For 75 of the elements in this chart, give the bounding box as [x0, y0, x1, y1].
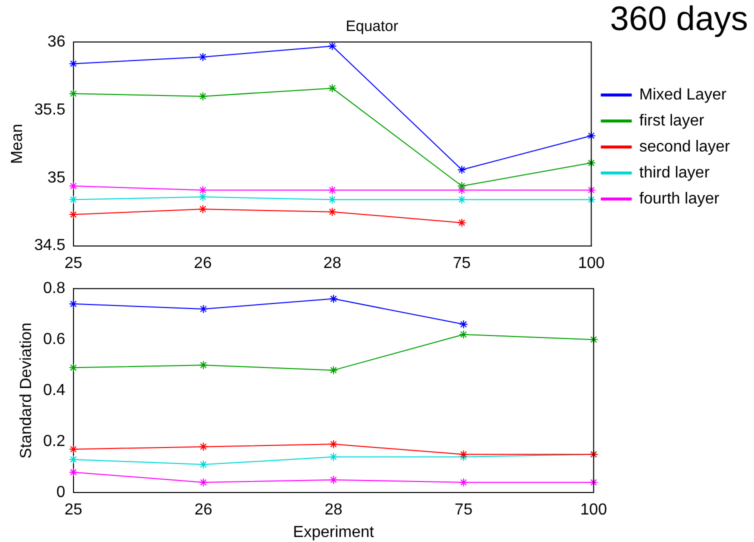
point	[328, 294, 338, 304]
x-tick-label: 100	[578, 254, 605, 272]
point	[68, 444, 78, 454]
point	[459, 330, 468, 339]
point	[459, 452, 468, 462]
text: 360 days	[610, 0, 748, 39]
y-tick-label: 0	[56, 484, 66, 502]
point	[68, 454, 78, 464]
x-tick-label: 28	[323, 254, 342, 272]
x-tick-label: 26	[194, 502, 212, 519]
point	[457, 182, 466, 191]
point	[198, 204, 208, 214]
point	[68, 195, 78, 204]
x-tick-label: 28	[324, 502, 342, 519]
point	[586, 195, 596, 204]
point	[198, 304, 208, 314]
y-tick-label: 35.5	[34, 101, 66, 118]
point	[68, 468, 78, 477]
point	[198, 460, 208, 470]
legend-label: fourth layer	[639, 190, 720, 208]
y-tick-label: 0.6	[43, 331, 66, 348]
legend-label: second layer	[639, 138, 731, 156]
point	[328, 440, 338, 449]
point	[328, 42, 337, 51]
x-tick-label: 75	[452, 254, 471, 272]
point	[328, 452, 338, 462]
x-tick-label: 26	[194, 254, 212, 272]
legend-label: first layer	[639, 112, 705, 130]
legend-label: Mixed Layer	[639, 86, 728, 104]
y-axis-title: Mean	[9, 124, 26, 164]
point	[68, 210, 78, 220]
point	[589, 478, 598, 487]
point	[198, 186, 208, 195]
point	[68, 59, 78, 68]
x-tick-label: 100	[580, 502, 608, 519]
point	[328, 366, 338, 375]
x-tick-label: 25	[64, 254, 82, 272]
legend-label: third layer	[639, 164, 710, 182]
y-tick-label: 0.2	[43, 433, 66, 450]
point	[198, 92, 208, 101]
point	[586, 131, 596, 140]
x-tick-label: 75	[454, 502, 473, 519]
y-tick-label: 0.4	[43, 382, 66, 400]
point	[459, 320, 468, 329]
point	[457, 195, 466, 204]
point	[68, 182, 78, 191]
point	[198, 360, 208, 370]
y-tick-label: 34.5	[34, 237, 66, 254]
point	[198, 478, 208, 487]
point	[198, 192, 208, 202]
y-tick-label: 0.8	[43, 280, 66, 298]
point	[459, 478, 468, 487]
point	[328, 186, 337, 195]
x-tick-label: 25	[64, 502, 82, 519]
chart-title: Equator	[346, 18, 398, 36]
point	[589, 335, 598, 344]
point	[198, 442, 208, 452]
point	[586, 186, 596, 195]
point	[328, 207, 337, 216]
point	[198, 52, 208, 62]
point	[457, 186, 466, 195]
x-axis-title: Experiment	[293, 524, 374, 541]
point	[459, 450, 468, 459]
point	[586, 158, 596, 168]
y-tick-label: 35	[48, 169, 66, 186]
point	[328, 84, 337, 93]
y-axis-title: Standard Deviation	[18, 322, 35, 459]
point	[457, 218, 466, 228]
point	[68, 299, 78, 308]
y-tick-label: 36	[48, 33, 66, 50]
point	[328, 475, 338, 484]
point	[68, 89, 78, 98]
point	[328, 195, 337, 204]
point	[457, 165, 466, 174]
point	[68, 363, 78, 372]
